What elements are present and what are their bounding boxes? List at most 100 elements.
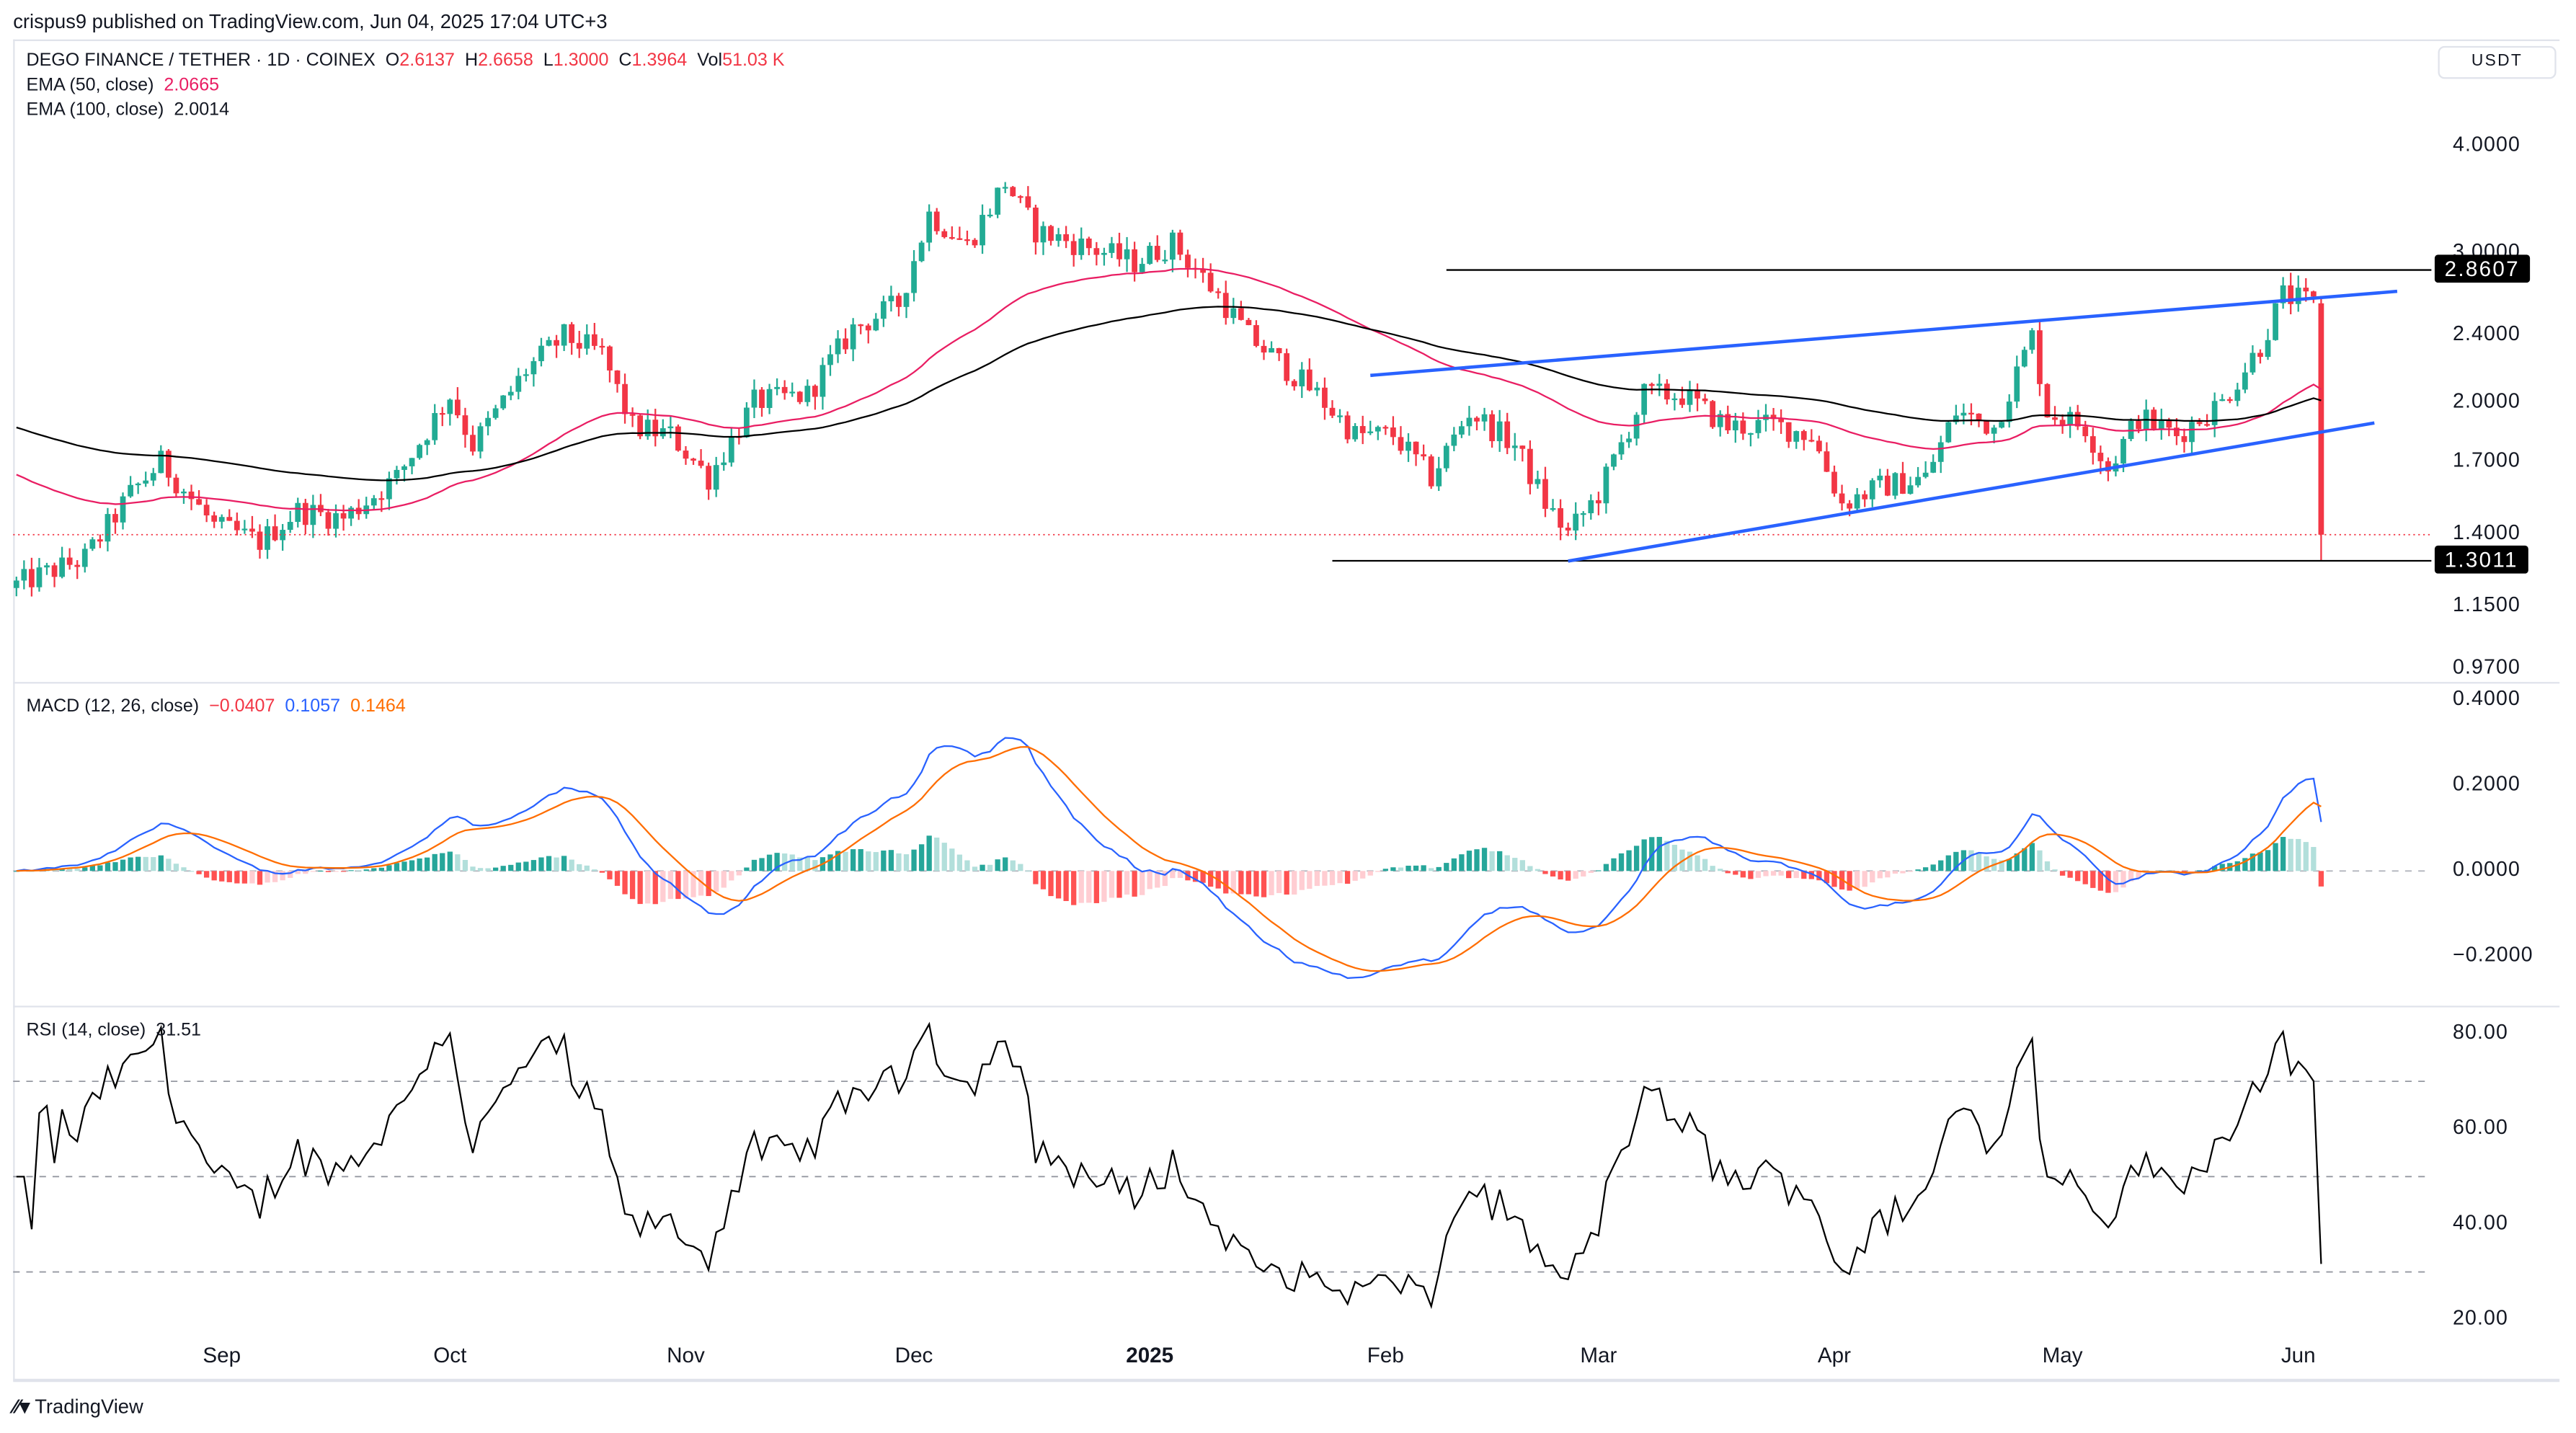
macd-histogram-bar	[1245, 871, 1252, 895]
candle-body	[272, 526, 278, 541]
macd-histogram-bar	[972, 866, 978, 871]
candle-body	[1048, 226, 1054, 241]
ema100-legend[interactable]: EMA (100, close) 2.0014	[26, 99, 229, 123]
candle-body	[1177, 232, 1183, 255]
candle-body	[1352, 426, 1359, 440]
currency-button[interactable]: USDT	[2438, 45, 2557, 79]
macd-histogram-bar	[577, 864, 582, 871]
candle-body	[188, 491, 195, 500]
macd-histogram-bar	[1900, 871, 1906, 874]
candle-body	[1124, 249, 1130, 259]
macd-histogram-bar	[1436, 866, 1442, 871]
time-axis-label: Sep	[203, 1342, 241, 1367]
macd-histogram-bar	[241, 871, 248, 884]
macd-histogram-bar	[2212, 866, 2218, 871]
candle-body	[781, 386, 788, 394]
candle-body	[652, 420, 659, 437]
rsi-legend[interactable]: RSI (14, close) 31.51	[26, 1019, 201, 1043]
candle-body	[386, 478, 392, 500]
macd-histogram-bar	[348, 870, 354, 871]
macd-histogram-bar	[1003, 857, 1008, 871]
candle-body	[112, 514, 118, 523]
candle-body	[614, 370, 621, 384]
macd-histogram-bar	[1018, 864, 1023, 871]
macd-histogram-bar	[1748, 871, 1754, 879]
macd-histogram-bar	[1155, 871, 1160, 888]
macd-histogram-bar	[97, 865, 103, 871]
candle-body	[941, 231, 948, 237]
candle-body	[1915, 476, 1921, 486]
macd-histogram-bar	[881, 850, 887, 871]
macd-histogram-bar	[873, 852, 879, 871]
candle-body	[546, 340, 552, 346]
symbol-legend[interactable]: DEGO FINANCE / TETHER · 1D · COINEX O2.6…	[26, 49, 784, 74]
candle-body	[105, 514, 111, 542]
macd-histogram-bar	[1870, 871, 1875, 883]
candle-body	[2166, 420, 2172, 428]
candle-body	[409, 458, 415, 466]
candle-body	[1892, 473, 1898, 496]
macd-histogram-bar	[2120, 871, 2126, 888]
candle-body	[1785, 422, 1792, 442]
tradingview-logo[interactable]: ⁄⁄▾ TradingView	[13, 1396, 143, 1419]
candle-body	[1960, 412, 1967, 416]
macd-histogram-bar	[918, 844, 925, 871]
candle-body	[2044, 383, 2051, 418]
macd-histogram-bar	[363, 869, 369, 871]
candle-body	[713, 465, 719, 490]
macd-histogram-bar	[219, 871, 225, 882]
macd-histogram-bar	[1124, 871, 1130, 895]
time-axis-label: Nov	[667, 1342, 705, 1367]
macd-histogram-bar	[1968, 850, 1974, 871]
candle-body	[1101, 252, 1107, 255]
macd-histogram-bar	[2257, 852, 2263, 871]
candle-body	[1550, 508, 1556, 510]
macd-histogram-bar	[554, 857, 559, 871]
candle-body	[1139, 264, 1145, 272]
macd-histogram-bar	[1170, 871, 1176, 879]
ema100-value: 2.0014	[174, 100, 230, 120]
candle-body	[59, 557, 65, 577]
macd-histogram-bar	[401, 861, 407, 871]
candle-body	[1565, 528, 1571, 531]
time-axis-label: Feb	[1367, 1342, 1404, 1367]
macd-histogram-bar	[1558, 871, 1563, 880]
candle-body	[1359, 426, 1366, 433]
macd-histogram-bar	[1793, 871, 1799, 879]
candle-body	[554, 340, 559, 346]
macd-histogram-bar	[1687, 851, 1693, 871]
macd-histogram-bar	[1055, 871, 1062, 899]
macd-legend[interactable]: MACD (12, 26, close) −0.0407 0.1057 0.14…	[26, 695, 405, 719]
candle-body	[2226, 399, 2233, 401]
macd-histogram-bar	[1671, 844, 1678, 871]
macd-histogram-bar	[1071, 871, 1077, 905]
macd-histogram-bar	[89, 866, 95, 871]
macd-histogram-bar	[67, 868, 73, 871]
candle-body	[173, 477, 179, 494]
macd-histogram-bar	[607, 871, 613, 879]
macd-histogram-bar	[1033, 871, 1039, 884]
ema50-legend[interactable]: EMA (50, close) 2.0665	[26, 74, 219, 99]
candle-body	[949, 236, 955, 239]
macd-histogram-bar	[2242, 858, 2248, 871]
macd-histogram-bar	[394, 863, 400, 871]
macd-histogram-bar	[1307, 871, 1313, 889]
candle-body	[576, 342, 582, 349]
macd-histogram-bar	[797, 857, 803, 871]
macd-histogram-bar	[584, 865, 590, 871]
candle-body	[569, 324, 575, 343]
candle-body	[1900, 473, 1906, 494]
macd-histogram-bar	[599, 871, 605, 873]
candle-body	[843, 338, 848, 350]
candle-body	[561, 324, 567, 346]
candle-body	[1269, 347, 1274, 353]
macd-histogram-bar	[1451, 858, 1457, 871]
macd-histogram-bar	[1292, 871, 1297, 895]
macd-histogram-bar	[1633, 846, 1640, 871]
candle-body	[1687, 390, 1693, 405]
macd-histogram-bar	[1367, 871, 1373, 876]
candle-body	[1527, 448, 1533, 484]
price-tick-label: 1.7000	[2452, 448, 2521, 472]
macd-histogram-bar	[1862, 871, 1867, 887]
